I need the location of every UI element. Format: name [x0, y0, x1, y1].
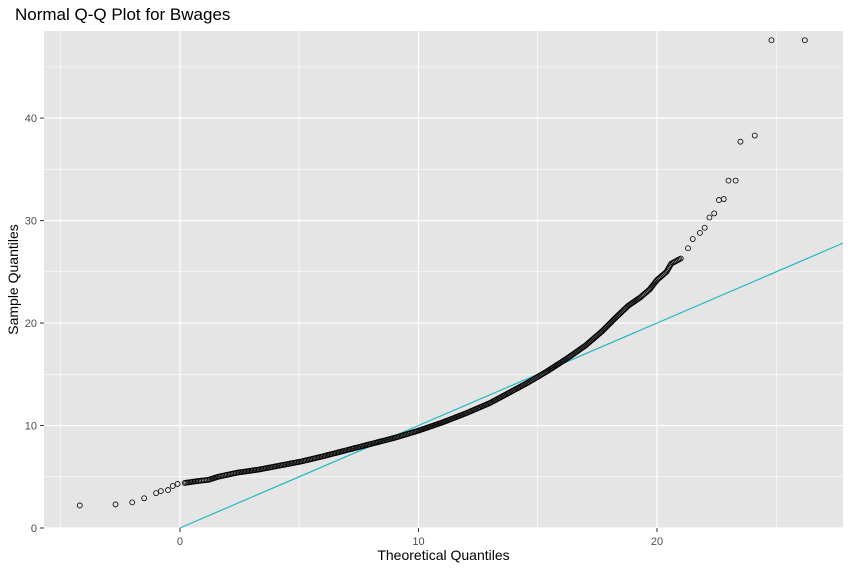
- plot-panel: [44, 31, 843, 528]
- data-point: [610, 317, 617, 323]
- minor-grid: [44, 31, 843, 528]
- data-point: [606, 321, 613, 327]
- y-axis-ticks: 0 10 20 30 40: [25, 113, 44, 535]
- chart-title: Normal Q-Q Plot for Bwages: [15, 5, 231, 24]
- data-point: [600, 327, 607, 334]
- x-axis-title: Theoretical Quantiles: [377, 547, 509, 563]
- data-point: [677, 255, 684, 262]
- data-point: [602, 325, 609, 332]
- data-point: [696, 229, 703, 236]
- data-point: [129, 499, 136, 506]
- y-tick-label: 0: [31, 523, 37, 535]
- data-point: [751, 132, 758, 139]
- data-point: [153, 490, 159, 497]
- data-point: [725, 177, 732, 184]
- x-tick-label: 20: [651, 536, 663, 548]
- data-point: [157, 488, 164, 495]
- reference-line: [179, 242, 844, 529]
- x-tick-label: 10: [412, 536, 424, 548]
- data-point: [141, 495, 148, 502]
- data-point: [732, 177, 739, 184]
- data-point: [609, 318, 616, 324]
- data-point: [112, 501, 119, 508]
- data-point: [768, 37, 775, 44]
- data-point: [801, 37, 808, 44]
- x-tick-label: 0: [177, 536, 183, 548]
- y-tick-label: 40: [25, 113, 37, 125]
- data-point: [601, 326, 608, 333]
- data-point: [605, 322, 612, 329]
- data-point: [706, 214, 713, 221]
- data-point: [685, 245, 691, 252]
- data-point: [711, 210, 718, 217]
- data-point: [607, 320, 614, 326]
- data-point: [608, 319, 615, 325]
- major-grid: [44, 31, 843, 529]
- data-point: [165, 487, 171, 493]
- y-tick-label: 10: [25, 421, 37, 433]
- x-axis-ticks: 0 10 20: [177, 528, 663, 548]
- data-point: [720, 196, 727, 202]
- data-point: [701, 224, 708, 231]
- data-point: [599, 328, 606, 335]
- data-point: [76, 502, 83, 509]
- data-point: [174, 481, 181, 487]
- y-axis-title: Sample Quantiles: [5, 224, 21, 335]
- data-point: [689, 236, 696, 242]
- data-point: [603, 324, 610, 331]
- data-point: [169, 483, 176, 489]
- y-tick-label: 20: [25, 318, 37, 330]
- data-point: [611, 316, 618, 322]
- data-points: [76, 37, 808, 509]
- y-tick-label: 30: [25, 216, 37, 228]
- data-point: [604, 323, 611, 330]
- data-point: [737, 138, 744, 145]
